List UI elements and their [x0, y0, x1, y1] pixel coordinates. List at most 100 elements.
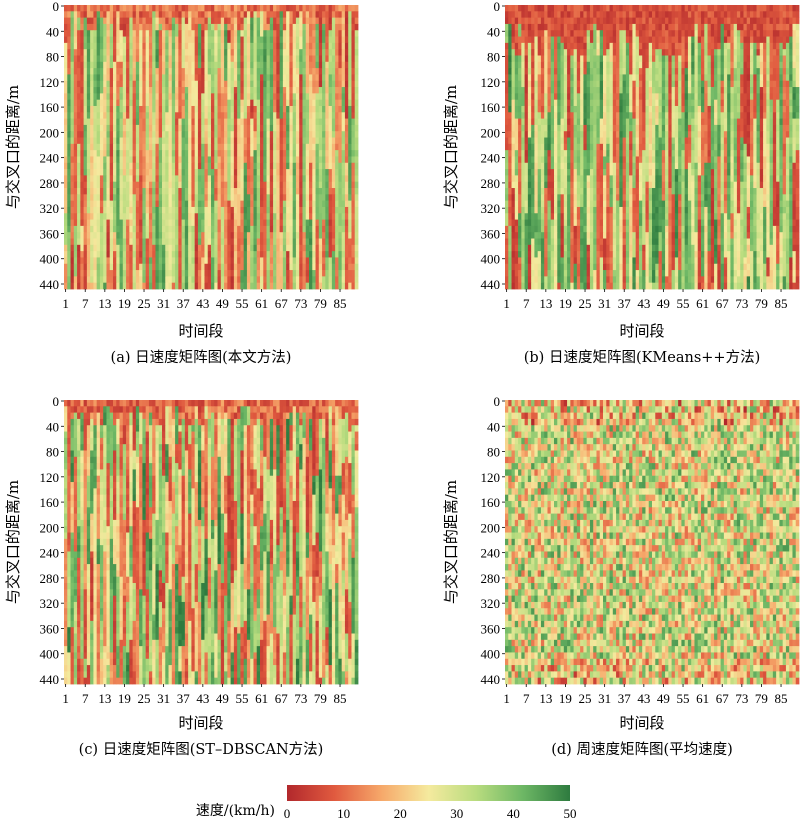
heatmap-cell [77, 55, 81, 62]
heatmap-cell [159, 43, 163, 50]
heatmap-cell [182, 37, 186, 44]
heatmap-cell [106, 49, 110, 56]
heatmap-cell [231, 30, 235, 37]
heatmap-cell [309, 37, 313, 44]
heatmap-cell [204, 5, 208, 12]
heatmap-cell [234, 100, 238, 107]
heatmap-cell [178, 37, 182, 44]
heatmap-cell [316, 112, 320, 119]
heatmap-cell [185, 62, 189, 69]
heatmap-cell [182, 87, 186, 94]
heatmap-cell [208, 68, 212, 75]
heatmap-cell [64, 112, 68, 119]
heatmap-cell [309, 43, 313, 50]
heatmap-cell [231, 5, 235, 12]
heatmap-cell [175, 43, 179, 50]
heatmap-cell [97, 131, 101, 138]
heatmap-cell [218, 55, 222, 62]
heatmap-cell [87, 5, 91, 12]
heatmap-cell [306, 24, 310, 31]
heatmap-cell [162, 156, 166, 163]
heatmap-cell [106, 5, 110, 12]
heatmap-cell [263, 131, 267, 138]
heatmap-cell [84, 106, 88, 113]
heatmap-cell [123, 81, 127, 88]
heatmap-cell [351, 138, 355, 145]
heatmap-cell [286, 100, 290, 107]
heatmap-cell [191, 55, 195, 62]
heatmap-cell [120, 62, 124, 69]
heatmap-cell [165, 49, 169, 56]
heatmap-cell [218, 24, 222, 31]
heatmap-cell [169, 74, 173, 81]
heatmap-cell [74, 125, 78, 132]
heatmap-cell [273, 150, 277, 157]
heatmap-cell [263, 119, 267, 126]
heatmap-cell [136, 131, 140, 138]
heatmap-cell [273, 125, 277, 132]
heatmap-cell [260, 93, 264, 100]
heatmap-cell [289, 106, 293, 113]
heatmap-cell [335, 24, 339, 31]
heatmap-cell [342, 138, 346, 145]
heatmap-cell [329, 49, 333, 56]
heatmap-cell [146, 144, 150, 151]
heatmap-cell [306, 150, 310, 157]
heatmap-cell [100, 37, 104, 44]
heatmap-cell [195, 55, 199, 62]
heatmap-cell [218, 119, 222, 126]
heatmap-cell [93, 43, 97, 50]
heatmap-cell [286, 93, 290, 100]
heatmap-cell [133, 24, 137, 31]
heatmap-cell [155, 37, 159, 44]
heatmap-cell [240, 30, 244, 37]
heatmap-cell [319, 87, 323, 94]
heatmap-cell [329, 30, 333, 37]
heatmap-cell [276, 131, 280, 138]
heatmap-cell [126, 144, 130, 151]
heatmap-cell [214, 55, 218, 62]
heatmap-cell [113, 49, 117, 56]
heatmap-cell [159, 24, 163, 31]
heatmap-cell [97, 138, 101, 145]
heatmap-cell [146, 11, 150, 18]
heatmap-cell [322, 5, 326, 12]
heatmap-cell [306, 5, 310, 12]
heatmap-cell [204, 150, 208, 157]
heatmap-cell [231, 119, 235, 126]
heatmap-cell [342, 93, 346, 100]
heatmap-cell [129, 81, 133, 88]
heatmap-cell [90, 156, 94, 163]
heatmap-cell [146, 81, 150, 88]
heatmap-cell [234, 11, 238, 18]
heatmap-cell [289, 68, 293, 75]
heatmap-cell [237, 37, 241, 44]
heatmap-cell [64, 93, 68, 100]
heatmap-cell [296, 150, 300, 157]
heatmap-cell [224, 18, 228, 25]
heatmap-cell [267, 37, 271, 44]
heatmap-cell [182, 30, 186, 37]
heatmap-cell [152, 5, 156, 12]
heatmap-cell [84, 81, 88, 88]
heatmap-cell [116, 62, 120, 69]
heatmap-cell [293, 119, 297, 126]
heatmap-cell [208, 144, 212, 151]
heatmap-cell [67, 144, 71, 151]
heatmap-cell [211, 125, 215, 132]
heatmap-cell [296, 5, 300, 12]
heatmap-cell [126, 55, 130, 62]
heatmap-cell [149, 49, 153, 56]
heatmap-cell [338, 150, 342, 157]
heatmap-cell [120, 119, 124, 126]
heatmap-cell [165, 18, 169, 25]
heatmap-cell [316, 144, 320, 151]
heatmap-cell [306, 106, 310, 113]
heatmap-cell [257, 93, 261, 100]
heatmap-cell [293, 62, 297, 69]
heatmap-cell [120, 24, 124, 31]
heatmap-cell [267, 100, 271, 107]
heatmap-cell [182, 119, 186, 126]
heatmap-cell [260, 112, 264, 119]
heatmap-cell [77, 62, 81, 69]
